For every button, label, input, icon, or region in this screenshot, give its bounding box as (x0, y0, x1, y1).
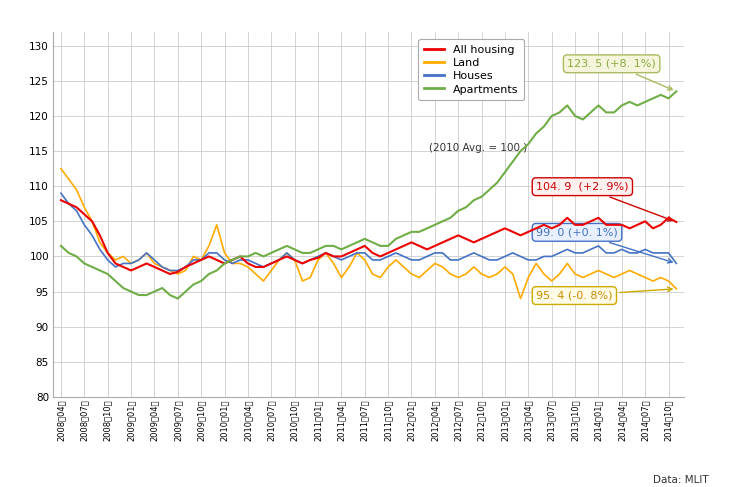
Text: 104. 9  (+2. 9%): 104. 9 (+2. 9%) (536, 182, 672, 221)
Text: 95. 4 (-0. 8%): 95. 4 (-0. 8%) (536, 287, 672, 300)
Text: (2010 Avg. = 100 ): (2010 Avg. = 100 ) (429, 143, 527, 153)
Text: Japan Residential Price Index (2008 - 2015): Japan Residential Price Index (2008 - 20… (9, 10, 502, 30)
Text: 123. 5 (+8. 1%): 123. 5 (+8. 1%) (568, 59, 672, 90)
Text: 99. 0 (+0. 1%): 99. 0 (+0. 1%) (536, 227, 672, 263)
Legend: All housing, Land, Houses, Apartments: All housing, Land, Houses, Apartments (418, 39, 524, 100)
Text: Data: MLIT: Data: MLIT (653, 474, 708, 485)
